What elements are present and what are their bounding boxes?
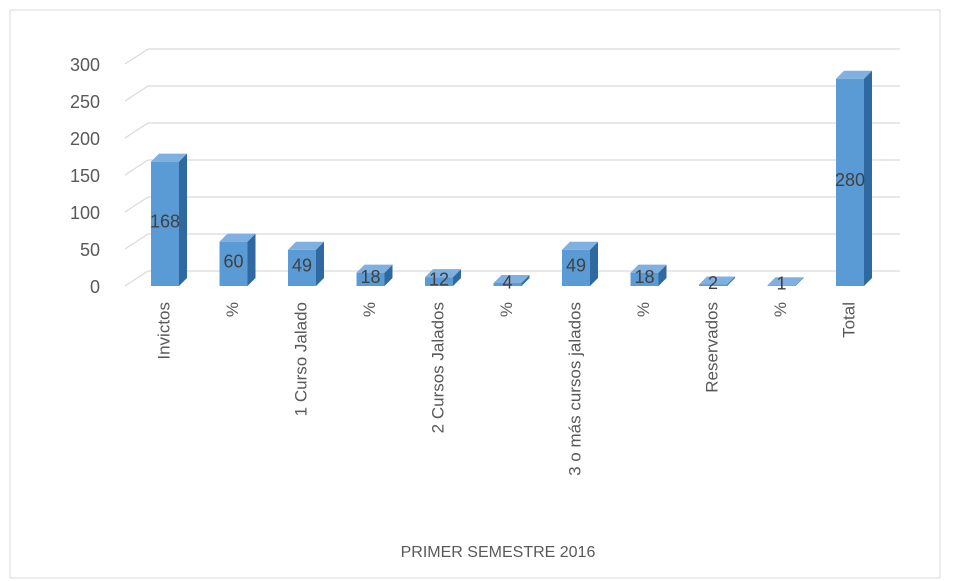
- bar-face: [727, 276, 735, 286]
- bar-face: [767, 277, 804, 286]
- bar-face: [658, 264, 667, 286]
- bar-face: [521, 275, 530, 286]
- bar-face: [179, 153, 187, 286]
- bar-face: [493, 283, 522, 286]
- bar: [630, 264, 667, 286]
- bar: [356, 264, 393, 286]
- bar-face: [453, 269, 461, 286]
- x-tick-label: Total: [839, 302, 858, 338]
- y-tick-label: 0: [90, 277, 100, 297]
- bar-face: [219, 233, 256, 242]
- x-tick-label: %: [360, 302, 379, 317]
- y-tick-label: 200: [70, 129, 100, 149]
- x-tick-label: %: [634, 302, 653, 317]
- bar: [699, 276, 735, 286]
- bar-face: [562, 241, 598, 250]
- value-label: 280: [835, 170, 865, 190]
- bar: [493, 275, 530, 286]
- grid-diag: [124, 233, 149, 250]
- bar: [288, 241, 324, 286]
- value-label: 18: [360, 267, 380, 287]
- bar-face: [288, 241, 324, 250]
- y-tick-label: 50: [80, 240, 100, 260]
- x-tick-label: 3 o más cursos jalados: [565, 302, 584, 476]
- bar: [767, 277, 804, 286]
- x-tick-label: %: [223, 302, 242, 317]
- value-label: 49: [292, 256, 312, 276]
- bar-face: [767, 285, 796, 286]
- value-label: 1: [776, 273, 786, 293]
- grid-diag: [124, 270, 149, 287]
- bar-face: [151, 161, 179, 286]
- y-tick-label: 100: [70, 203, 100, 223]
- bar-face: [425, 277, 453, 286]
- bar-face: [247, 233, 256, 286]
- value-label: 12: [429, 269, 449, 289]
- bar-face: [151, 153, 187, 162]
- bar: [836, 70, 872, 286]
- bar: [151, 153, 187, 286]
- bar: [219, 233, 256, 286]
- grid-diag: [124, 85, 149, 102]
- grid-diag: [124, 122, 149, 139]
- x-tick-label: %: [771, 302, 790, 317]
- value-label: 49: [566, 256, 586, 276]
- value-label: 4: [502, 272, 512, 292]
- grid-diag: [124, 159, 149, 176]
- bar: [562, 241, 598, 286]
- bar-face: [699, 276, 735, 285]
- value-label: 168: [150, 212, 180, 232]
- bar-face: [356, 264, 393, 273]
- chart-border: [9, 9, 941, 579]
- value-label: 60: [223, 252, 243, 272]
- x-tick-label: 1 Curso Jalado: [291, 302, 310, 416]
- bar-face: [219, 241, 248, 286]
- y-tick-label: 250: [70, 92, 100, 112]
- bar-face: [590, 241, 598, 286]
- grid-diag: [124, 48, 149, 65]
- x-tick-label: %: [497, 302, 516, 317]
- bar-face: [562, 249, 590, 286]
- bar-face: [384, 264, 393, 286]
- bar-face: [493, 275, 530, 284]
- y-tick-label: 150: [70, 166, 100, 186]
- bar-face: [836, 78, 864, 286]
- bar-face: [630, 264, 667, 273]
- x-tick-label: 2 Cursos Jalados: [428, 302, 447, 433]
- bar: [425, 269, 461, 286]
- bar-face: [316, 241, 324, 286]
- bar-face: [699, 284, 727, 286]
- value-label: 2: [708, 273, 718, 293]
- bar-face: [864, 70, 872, 286]
- bar-face: [356, 272, 385, 286]
- grid-diag: [124, 196, 149, 213]
- x-axis-title: PRIMER SEMESTRE 2016: [401, 544, 596, 561]
- bar-face: [836, 70, 872, 79]
- bar-face: [288, 249, 316, 286]
- bar-face: [630, 272, 659, 286]
- bar-face: [425, 269, 461, 278]
- bar-face: [795, 277, 804, 286]
- value-label: 18: [634, 267, 654, 287]
- x-tick-label: Invictos: [154, 302, 173, 360]
- x-tick-label: Reservados: [702, 302, 721, 393]
- y-tick-label: 300: [70, 55, 100, 75]
